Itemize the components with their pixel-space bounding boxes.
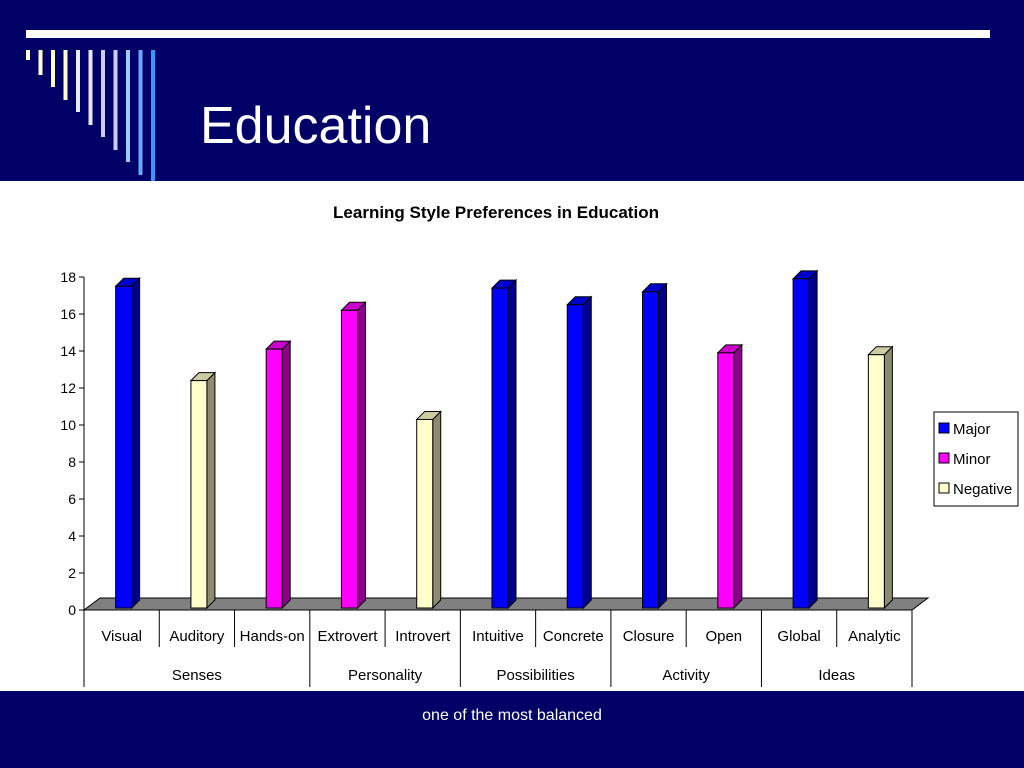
bar-minor [716, 343, 744, 610]
stripe [63, 50, 68, 100]
slide-title: Education [200, 97, 432, 155]
group-label: Personality [348, 667, 423, 684]
bar-major [641, 282, 668, 610]
x-tick-label: Closure [623, 628, 675, 645]
legend-label: Minor [953, 451, 991, 468]
x-tick-label: Extrovert [317, 628, 378, 645]
bar-major [791, 269, 819, 610]
y-tick-label: 8 [68, 454, 76, 470]
stripe [88, 50, 93, 125]
stripe [76, 50, 80, 112]
stripe [113, 50, 118, 150]
footer-text: one of the most balanced [422, 707, 602, 724]
x-tick-label: Visual [101, 628, 142, 645]
chart-title: Learning Style Preferences in Education [333, 203, 659, 222]
x-tick-label: Concrete [543, 628, 604, 645]
x-tick-label: Introvert [395, 628, 451, 645]
y-tick-label: 4 [68, 528, 76, 544]
stripe [126, 50, 130, 162]
bar-negative [867, 345, 894, 610]
legend: Major Minor Negative [933, 411, 1019, 507]
x-tick-label: Open [705, 628, 742, 645]
group-label: Possibilities [496, 667, 574, 684]
title-band [0, 0, 1024, 181]
stripe [51, 50, 55, 87]
group-label: Senses [172, 667, 222, 684]
legend-label: Major [953, 421, 991, 438]
bar-negative [189, 371, 217, 610]
legend-swatch [938, 482, 950, 494]
stripe [151, 50, 155, 181]
x-tick-label: Intuitive [472, 628, 524, 645]
y-tick-label: 18 [60, 269, 76, 285]
stripe [38, 50, 43, 75]
y-tick-label: 16 [60, 306, 76, 322]
bar-minor [264, 339, 292, 610]
y-tick-label: 14 [60, 343, 76, 359]
group-label: Activity [662, 667, 710, 684]
bar-negative [415, 410, 442, 610]
stripe [26, 50, 30, 60]
group-label: Ideas [818, 667, 855, 684]
legend-label: Negative [953, 481, 1012, 498]
bar-minor [340, 301, 367, 610]
y-tick-label: 2 [68, 565, 76, 581]
y-tick-label: 10 [60, 417, 76, 433]
y-tick-label: 0 [68, 602, 76, 618]
bar-major [490, 278, 518, 610]
footer-band [0, 691, 1024, 768]
header-rule [26, 30, 990, 38]
x-tick-label: Global [777, 628, 820, 645]
legend-swatch [938, 422, 950, 434]
stripe [138, 50, 143, 175]
bar-major [114, 277, 141, 610]
y-tick-label: 12 [60, 380, 76, 396]
bar-major [566, 295, 593, 610]
decorative-stripes [26, 50, 155, 181]
x-tick-label: Hands-on [240, 628, 305, 645]
x-tick-label: Analytic [848, 628, 901, 645]
y-tick-label: 6 [68, 491, 76, 507]
legend-swatch [938, 452, 950, 464]
stripe [101, 50, 105, 137]
bar-chart: Learning Style Preferences in Education … [60, 203, 1019, 687]
x-tick-label: Auditory [169, 628, 225, 645]
